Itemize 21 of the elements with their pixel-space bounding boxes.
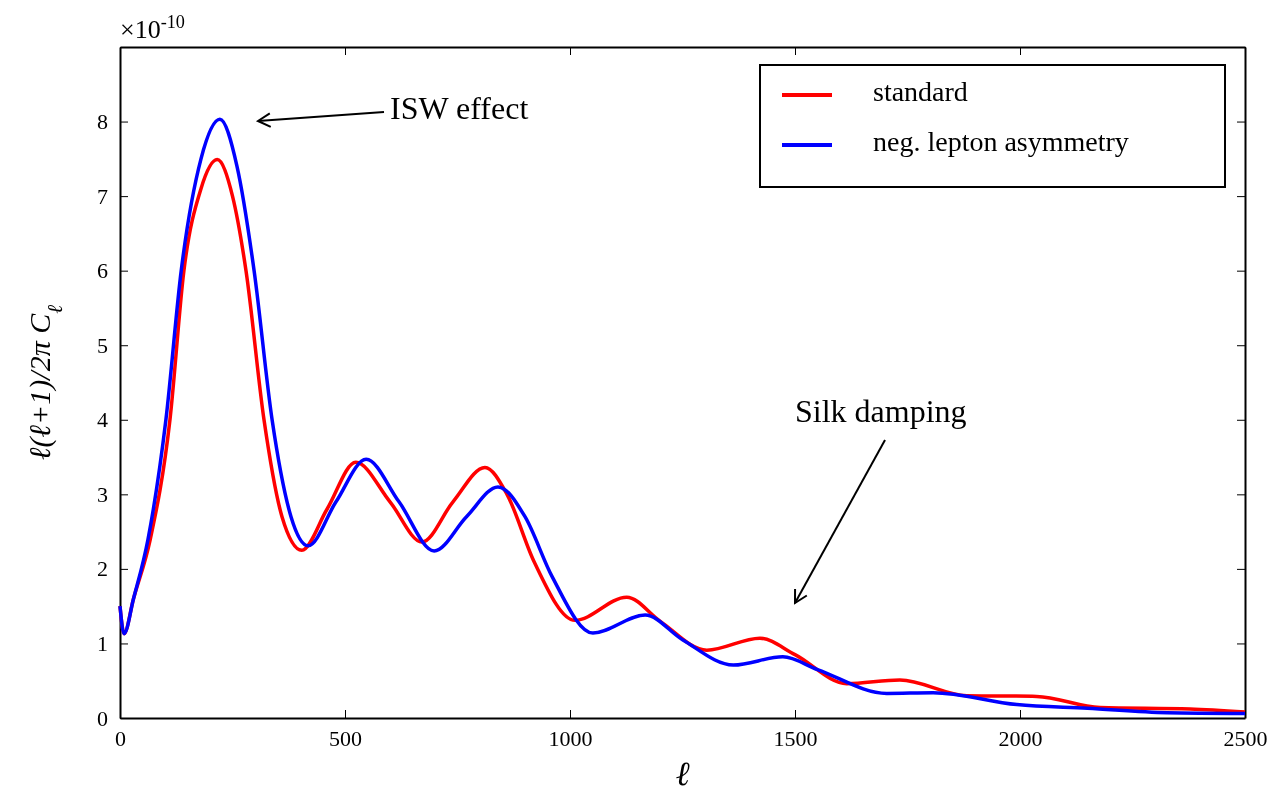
text: ×10$^{-10}$ (120, 12, 185, 44)
y-tick-label: 7 (97, 183, 108, 209)
y-tick-label: 2 (97, 556, 108, 582)
x-tick-label: 2500 (1223, 725, 1268, 751)
annotation: ISW effect (390, 90, 529, 126)
legend-label: standard (873, 76, 968, 108)
legend-label: neg. lepton asymmetry (873, 126, 1129, 158)
y-tick-label: 4 (97, 407, 108, 433)
y-tick-label: 8 (97, 109, 108, 135)
annotation: Silk damping (795, 393, 967, 429)
y-tick-label: 1 (97, 630, 108, 656)
x-tick-label: 0 (115, 725, 126, 751)
x-tick-label: 1500 (773, 725, 818, 751)
y-tick-label: 0 (97, 705, 108, 731)
y-tick-label: 6 (97, 258, 108, 284)
x-tick-label: 2000 (998, 725, 1043, 751)
x-tick-label: 500 (329, 725, 362, 751)
x-tick-label: 1000 (548, 725, 593, 751)
y-tick-label: 5 (97, 332, 108, 358)
x-axis-title: ℓ (675, 755, 690, 792)
y-tick-label: 3 (97, 481, 108, 507)
